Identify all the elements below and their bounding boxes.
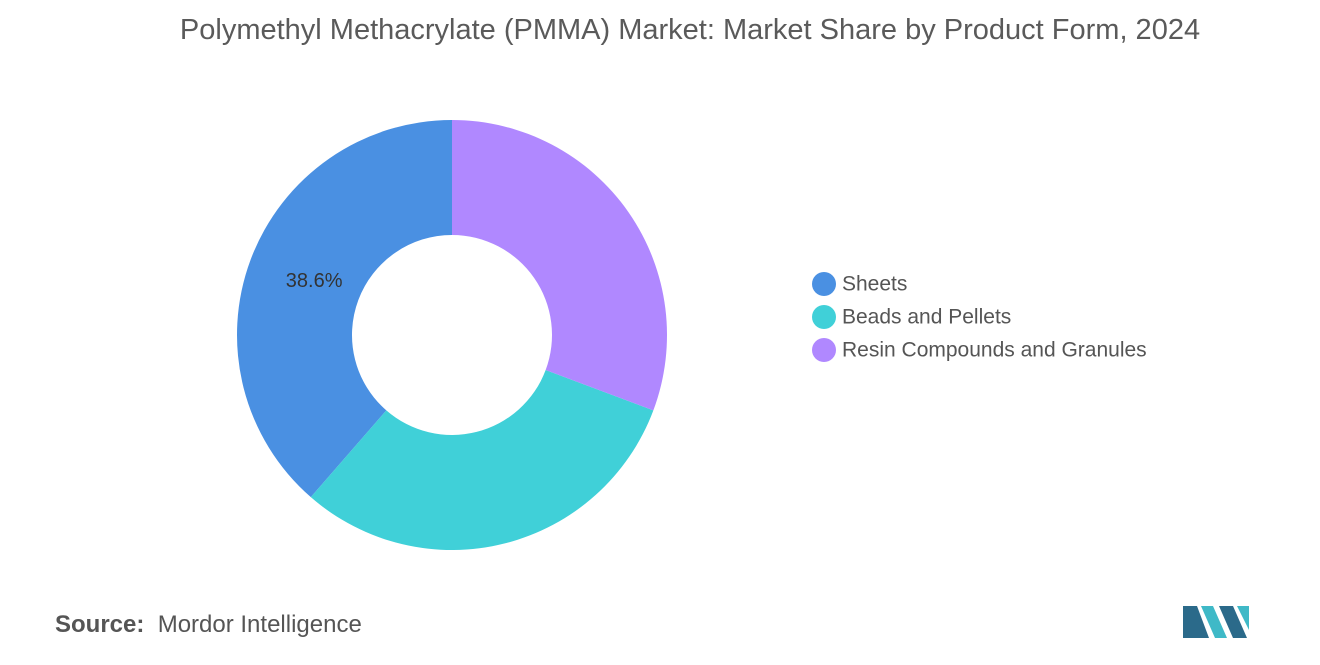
donut-slice	[237, 120, 452, 498]
legend-marker	[812, 338, 836, 362]
legend-marker	[812, 305, 836, 329]
data-label: 38.6%	[286, 270, 343, 292]
source-label: Source:	[55, 611, 145, 638]
source-text: Mordor Intelligence	[157, 611, 362, 638]
legend-label: Resin Compounds and Granules	[842, 339, 1147, 362]
logo	[1183, 606, 1249, 638]
donut-slice	[310, 370, 654, 550]
chart-title: Polymethyl Methacrylate (PMMA) Market: M…	[179, 14, 1201, 46]
legend-marker	[812, 272, 836, 296]
donut-slice	[452, 120, 667, 411]
source: Source: Mordor Intelligence	[55, 611, 362, 639]
legend-label: Beads and Pellets	[842, 306, 1011, 329]
legend-label: Sheets	[842, 273, 907, 296]
